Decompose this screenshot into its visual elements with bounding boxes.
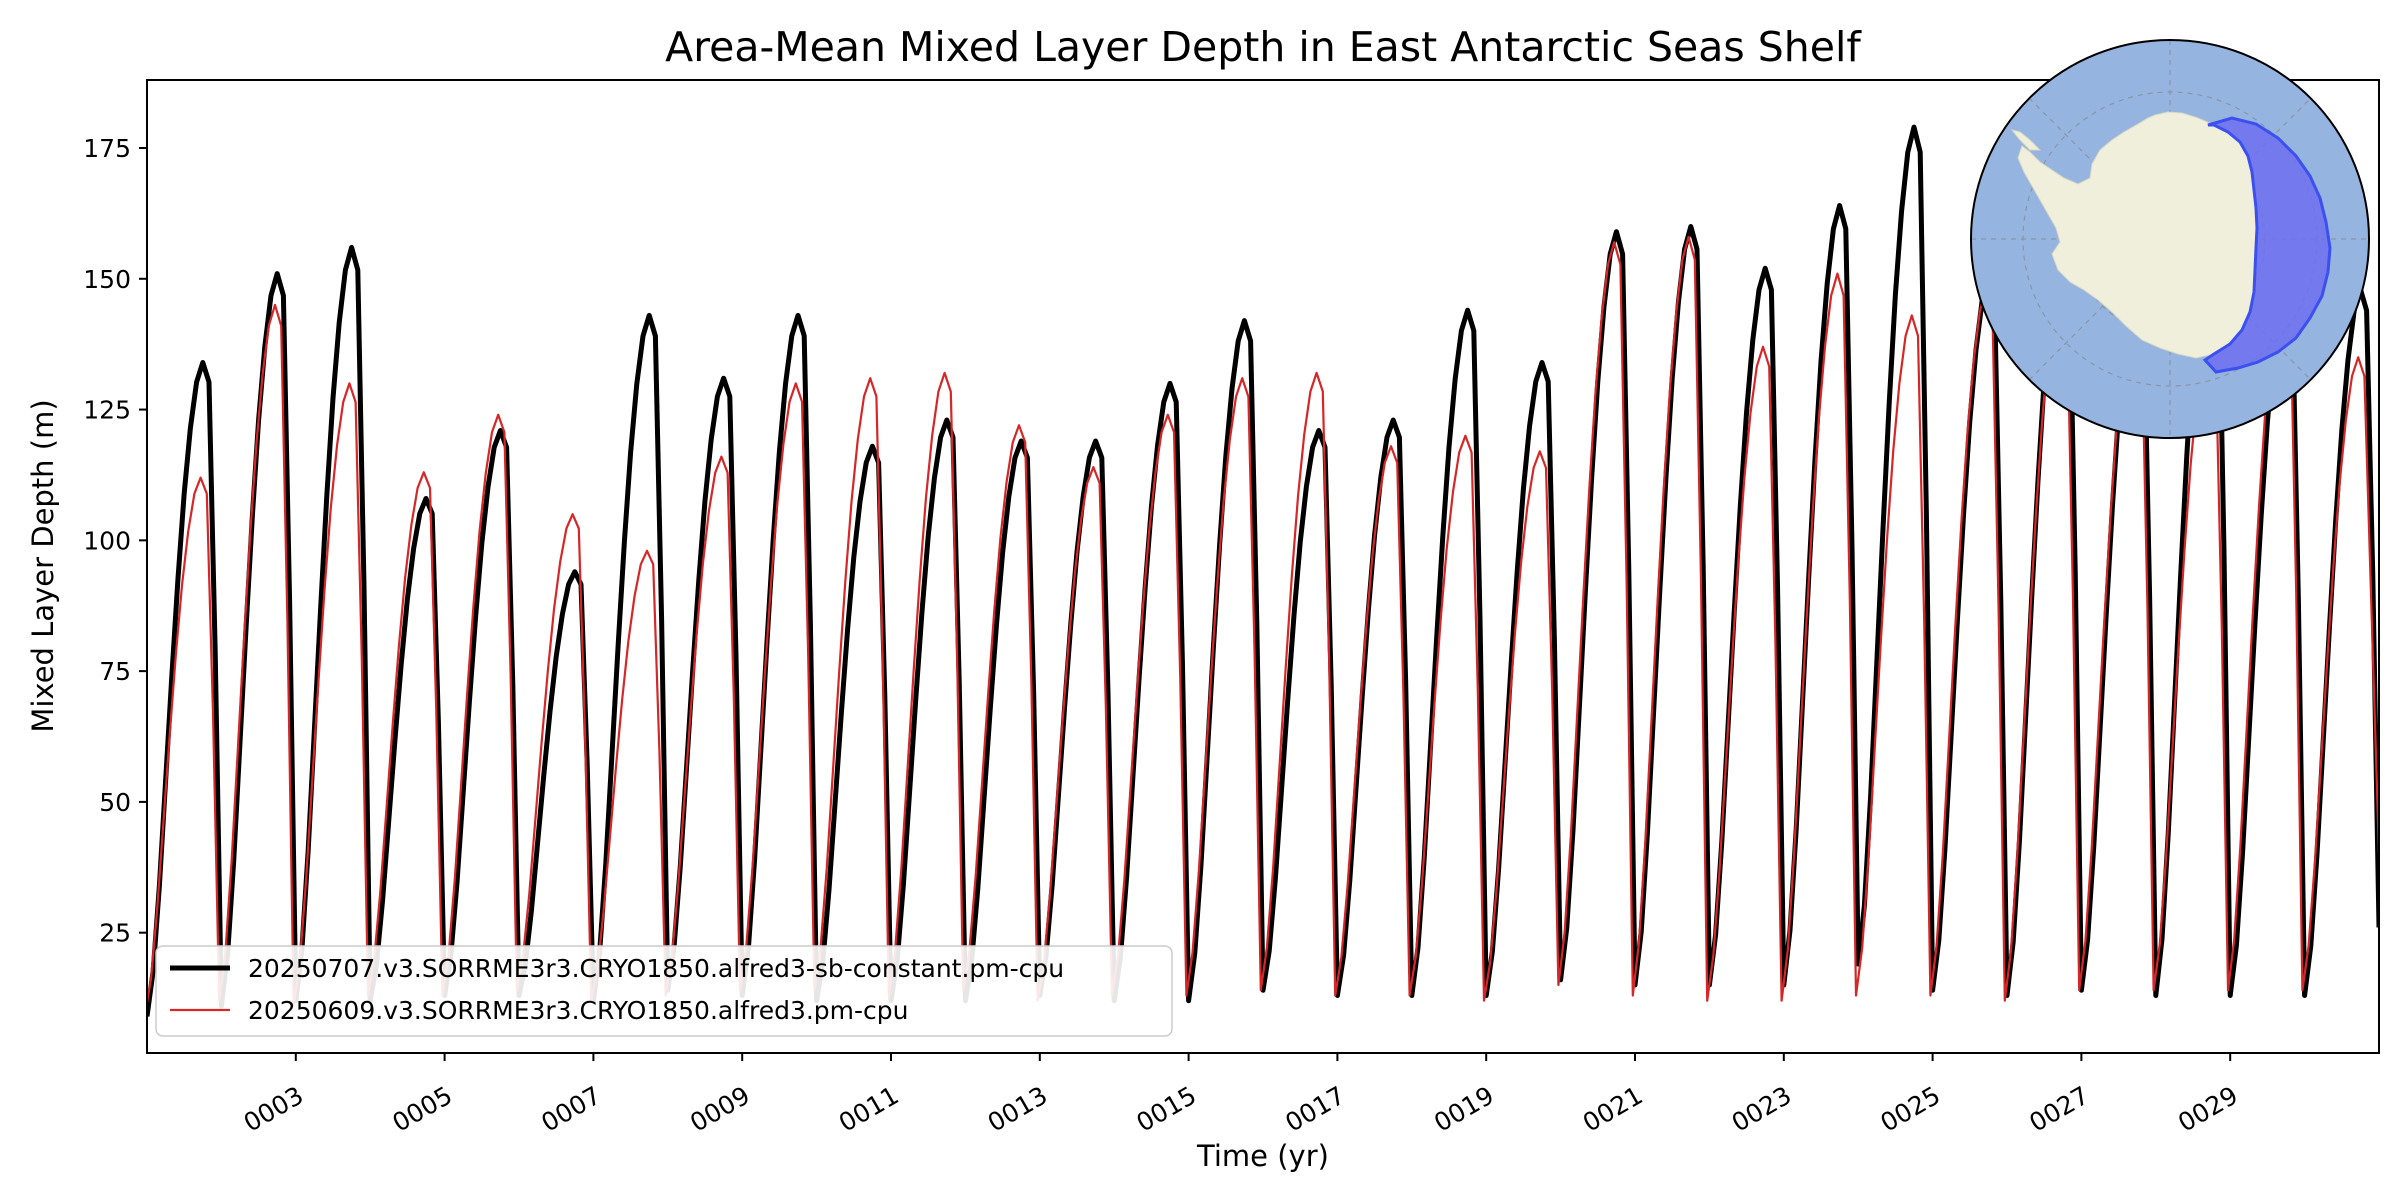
x-tick-label: 0027 <box>2024 1081 2094 1138</box>
x-axis-label: Time (yr) <box>1196 1139 1329 1173</box>
x-tick-label: 0025 <box>1876 1081 1946 1138</box>
inset-map <box>1970 39 2370 439</box>
antarctic-peninsula <box>2010 129 2042 151</box>
x-tick-label: 0007 <box>536 1081 606 1138</box>
y-tick-label: 50 <box>99 788 131 817</box>
y-tick-label: 150 <box>83 265 131 294</box>
east-antarctic-shelf-region <box>2202 116 2332 374</box>
x-tick-label: 0021 <box>1578 1081 1648 1138</box>
x-tick-label: 0017 <box>1280 1081 1350 1138</box>
y-tick-label: 25 <box>99 919 131 948</box>
plot-frame <box>146 79 2380 1054</box>
y-axis: 25 50 75 100 125 150 175 <box>83 134 147 948</box>
x-tick-label: 0003 <box>239 1081 309 1138</box>
x-tick-label: 0029 <box>2173 1081 2243 1138</box>
x-tick-label: 0019 <box>1429 1081 1499 1138</box>
chart-title: Area-Mean Mixed Layer Depth in East Anta… <box>665 23 1862 71</box>
x-tick-label: 0023 <box>1727 1081 1797 1138</box>
legend-label-series-2: 20250609.v3.SORRME3r3.CRYO1850.alfred3.p… <box>248 996 909 1025</box>
legend-box <box>155 945 1173 1037</box>
y-tick-label: 100 <box>83 526 131 555</box>
y-axis-label: Mixed Layer Depth (m) <box>26 399 60 732</box>
x-tick-label: 0015 <box>1132 1081 1202 1138</box>
legend-label-series-1: 20250707.v3.SORRME3r3.CRYO1850.alfred3-s… <box>248 954 1064 983</box>
legend: 20250707.v3.SORRME3r3.CRYO1850.alfred3-s… <box>155 945 1173 1037</box>
x-tick-label: 0011 <box>834 1081 904 1138</box>
map-border <box>1970 39 2370 439</box>
y-tick-label: 175 <box>83 134 131 163</box>
y-tick-label: 125 <box>83 396 131 425</box>
x-axis: 0003 0005 0007 0009 0011 0013 0015 0017 0019 0021… <box>239 1053 2243 1138</box>
x-tick-label: 0005 <box>388 1081 458 1138</box>
x-tick-label: 0009 <box>685 1081 755 1138</box>
x-tick-label: 0013 <box>983 1081 1053 1138</box>
y-tick-label: 75 <box>99 657 131 686</box>
